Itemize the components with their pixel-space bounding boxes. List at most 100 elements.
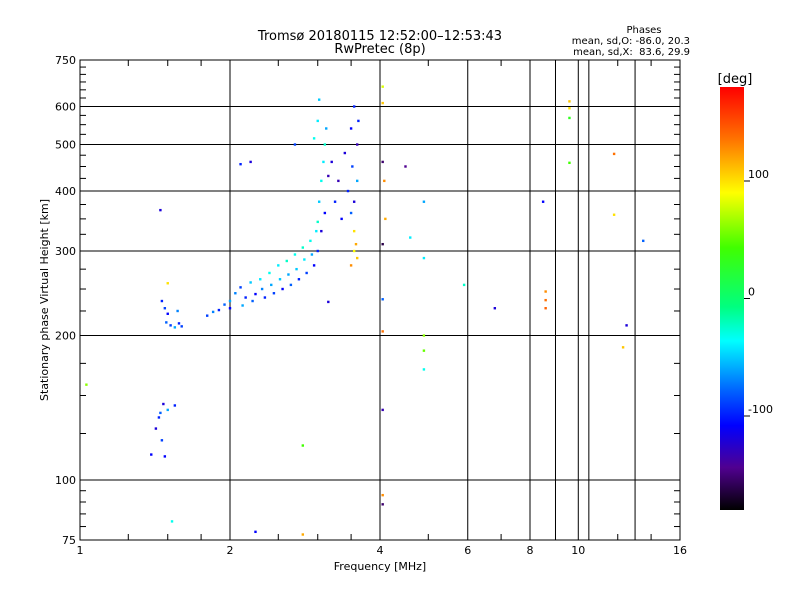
echo-point	[409, 236, 412, 239]
chart-subtitle: RwPretec (8p)	[334, 42, 425, 57]
echo-point	[305, 271, 308, 275]
echo-point	[383, 179, 386, 183]
y-tick-label: 600	[55, 101, 76, 114]
echo-point	[316, 119, 319, 123]
echo-point	[320, 229, 323, 233]
echo-point	[297, 278, 301, 281]
echo-point	[259, 278, 262, 281]
echo-point	[381, 503, 384, 506]
echo-point	[293, 253, 297, 256]
echo-point	[159, 411, 162, 415]
x-tick-label: 6	[464, 544, 471, 557]
echo-point	[322, 160, 325, 164]
echo-point	[239, 286, 242, 289]
echo-point	[422, 349, 426, 352]
echo-point	[176, 309, 179, 313]
echo-point	[323, 211, 327, 215]
echo-point	[205, 314, 209, 317]
echo-point	[349, 127, 353, 130]
colorbar-tick-label: 0	[748, 286, 755, 299]
echo-point	[642, 239, 645, 243]
y-tick-label: 400	[55, 185, 76, 198]
echo-point	[568, 116, 571, 120]
echo-point	[349, 211, 353, 215]
echo-point	[315, 229, 318, 233]
echo-point	[263, 296, 267, 299]
x-tick-label: 2	[227, 544, 234, 557]
y-tick-label: 200	[55, 330, 76, 343]
echo-point	[228, 307, 232, 310]
echo-point	[163, 307, 167, 310]
echo-point	[309, 239, 312, 243]
echo-point	[384, 217, 387, 221]
echo-point	[150, 453, 153, 456]
echo-point	[289, 283, 293, 287]
echo-point	[301, 533, 305, 536]
plot-grid	[79, 59, 681, 541]
echo-point	[281, 287, 284, 291]
echo-point	[217, 308, 221, 312]
echo-point	[316, 220, 319, 224]
echo-point	[325, 127, 328, 130]
echo-point	[293, 143, 297, 146]
echo-point	[333, 200, 337, 203]
echo-point	[612, 152, 616, 156]
echo-point	[173, 404, 177, 407]
echo-points	[85, 85, 645, 536]
echo-point	[270, 283, 273, 287]
echo-point	[85, 383, 88, 386]
y-axis-label: Stationary phase Virtual Height [km]	[38, 199, 51, 401]
echo-point	[352, 200, 356, 203]
echo-point	[349, 264, 353, 267]
echo-point	[180, 325, 183, 328]
echo-point	[223, 303, 226, 306]
echo-point	[317, 200, 321, 203]
echo-point	[317, 98, 321, 101]
echo-point	[278, 278, 282, 281]
echo-point	[422, 200, 426, 203]
x-tick-label: 1	[77, 544, 84, 557]
echo-point	[621, 346, 625, 349]
echo-point	[254, 530, 257, 534]
x-tick-label: 4	[377, 544, 384, 557]
echo-point	[381, 101, 384, 105]
echo-point	[277, 264, 280, 267]
echo-point	[316, 249, 319, 253]
colorbar-label: [deg]	[718, 72, 753, 87]
echo-point	[301, 246, 305, 249]
echo-point	[170, 520, 174, 523]
colorbar-tick-label: 100	[748, 168, 769, 181]
echo-point	[154, 427, 158, 430]
echo-point	[323, 143, 327, 146]
x-axis-ticks: 1 2 4 6 8 10 16	[77, 60, 687, 557]
echo-point	[285, 259, 288, 263]
echo-point	[244, 296, 247, 299]
echo-point	[381, 298, 384, 301]
echo-point	[272, 292, 276, 295]
x-axis-label: Frequency [MHz]	[334, 560, 426, 573]
echo-point	[422, 334, 426, 337]
echo-point	[544, 298, 547, 302]
echo-point	[312, 264, 316, 267]
echo-point	[568, 161, 571, 165]
echo-point	[340, 217, 343, 221]
echo-point	[355, 179, 359, 183]
echo-point	[544, 290, 547, 293]
echo-point	[568, 107, 571, 110]
echo-point	[251, 299, 254, 303]
echo-point	[625, 324, 628, 327]
echo-point	[568, 100, 571, 103]
echo-point	[157, 416, 161, 419]
y-axis-ticks: 75 100 200 300 400 500 600 750	[55, 54, 680, 547]
x-tick-label: 8	[527, 544, 534, 557]
y-tick-label: 500	[55, 139, 76, 152]
echo-point	[169, 324, 172, 327]
echo-point	[320, 179, 323, 183]
echo-point	[166, 282, 169, 285]
echo-point	[381, 160, 384, 164]
echo-point	[330, 160, 333, 164]
echo-point	[544, 307, 547, 310]
echo-point	[612, 213, 616, 216]
echo-point	[249, 160, 252, 164]
